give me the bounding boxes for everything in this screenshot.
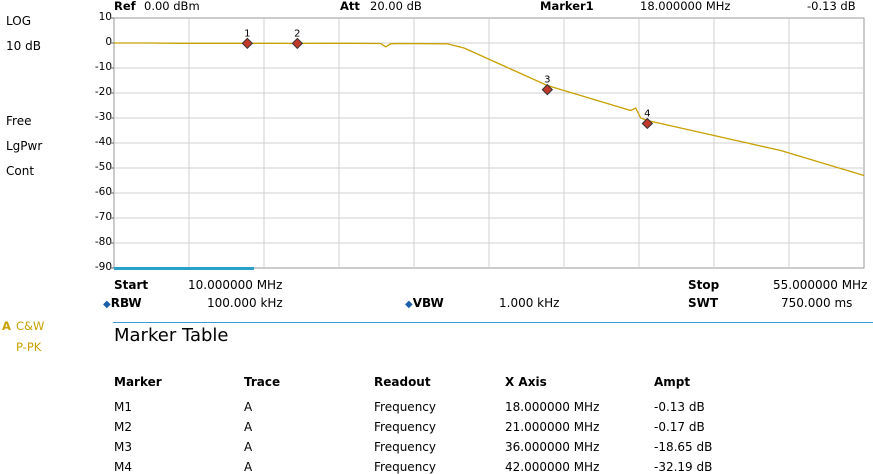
marker-label: Marker1 xyxy=(540,0,594,13)
start-label: Start xyxy=(114,278,149,292)
stop-label: Stop xyxy=(688,278,720,292)
y-tick-label: -40 xyxy=(94,136,112,148)
att-label: Att xyxy=(340,0,360,13)
stop-value[interactable]: 55.000000 MHz xyxy=(773,278,868,292)
marker-table-title: Marker Table xyxy=(114,325,229,346)
table-cell: M2 xyxy=(114,420,132,434)
table-cell: Frequency xyxy=(374,400,436,414)
table-cell: Frequency xyxy=(374,460,436,474)
detector-mode[interactable]: LgPwr xyxy=(6,139,43,153)
table-cell: A xyxy=(244,420,253,434)
marker-4-label: 4 xyxy=(644,108,650,119)
scale-div[interactable]: 10 dB xyxy=(6,39,41,53)
sweep-progress-bar xyxy=(114,267,254,270)
y-tick-label: -50 xyxy=(94,161,112,173)
ref-label: Ref xyxy=(114,0,136,13)
swt-value[interactable]: 750.000 ms xyxy=(781,296,853,310)
table-cell: M4 xyxy=(114,460,132,474)
trigger-mode[interactable]: Free xyxy=(6,114,32,128)
ref-value: 0.00 dBm xyxy=(144,0,200,13)
vbw-value[interactable]: 1.000 kHz xyxy=(499,296,560,310)
trace-avg: C&W xyxy=(16,319,45,333)
table-cell: 42.000000 MHz xyxy=(505,460,600,474)
rbw-label: RBW xyxy=(110,296,142,310)
marker-3-diamond[interactable] xyxy=(541,83,554,96)
marker-2-diamond[interactable] xyxy=(291,37,304,50)
table-column-header: Trace xyxy=(244,375,281,389)
marker-4-diamond[interactable] xyxy=(641,117,654,130)
table-column-header: X Axis xyxy=(505,375,547,389)
table-column-header: Ampt xyxy=(654,375,691,389)
coupled-diamond-icon: ◆ xyxy=(103,299,111,310)
marker-freq: 18.000000 MHz xyxy=(640,0,731,13)
y-tick-label: -30 xyxy=(94,111,112,123)
section-divider xyxy=(113,322,873,323)
marker-1-diamond[interactable] xyxy=(241,37,254,50)
table-cell: -0.13 dB xyxy=(654,400,705,414)
swt-label: SWT xyxy=(688,296,719,310)
table-cell: A xyxy=(244,400,253,414)
y-tick-label: -70 xyxy=(94,211,112,223)
table-cell: A xyxy=(244,460,253,474)
table-column-header: Readout xyxy=(374,375,431,389)
y-tick-label: -80 xyxy=(94,236,112,248)
table-cell: -18.65 dB xyxy=(654,440,713,454)
vbw-label: VBW xyxy=(412,296,444,310)
table-cell: M1 xyxy=(114,400,132,414)
y-tick-label: -20 xyxy=(94,86,112,98)
table-cell: M3 xyxy=(114,440,132,454)
scale-type[interactable]: LOG xyxy=(6,14,32,28)
table-cell: 36.000000 MHz xyxy=(505,440,600,454)
table-cell: 18.000000 MHz xyxy=(505,400,600,414)
marker-1-label: 1 xyxy=(244,28,250,39)
table-cell: Frequency xyxy=(374,440,436,454)
trace-det: P-PK xyxy=(16,340,42,354)
y-tick-label: -10 xyxy=(94,61,112,73)
y-tick-label: 10 xyxy=(98,11,112,23)
marker-3-label: 3 xyxy=(544,75,550,86)
rbw-value[interactable]: 100.000 kHz xyxy=(207,296,283,310)
rbw-setting[interactable]: ◆RBW xyxy=(103,296,142,310)
table-column-header: Marker xyxy=(114,375,162,389)
table-cell: 21.000000 MHz xyxy=(505,420,600,434)
vbw-setting[interactable]: ◆VBW xyxy=(405,296,444,310)
marker-2-label: 2 xyxy=(294,28,300,39)
table-cell: Frequency xyxy=(374,420,436,434)
y-tick-label: 0 xyxy=(105,36,112,48)
table-cell: -0.17 dB xyxy=(654,420,705,434)
att-value: 20.00 dB xyxy=(370,0,422,13)
start-value[interactable]: 10.000000 MHz xyxy=(188,278,283,292)
coupled-diamond-icon: ◆ xyxy=(405,299,413,310)
marker-ampt: -0.13 dB xyxy=(807,0,856,13)
table-cell: -32.19 dB xyxy=(654,460,713,474)
y-tick-label: -60 xyxy=(94,186,112,198)
y-tick-label: -90 xyxy=(94,261,112,273)
trace-a-line xyxy=(114,42,865,177)
sweep-mode[interactable]: Cont xyxy=(6,164,35,178)
spectrum-plot[interactable]: 1 2 3 4 xyxy=(0,0,873,275)
trace-letter[interactable]: A xyxy=(2,319,11,333)
table-cell: A xyxy=(244,440,253,454)
